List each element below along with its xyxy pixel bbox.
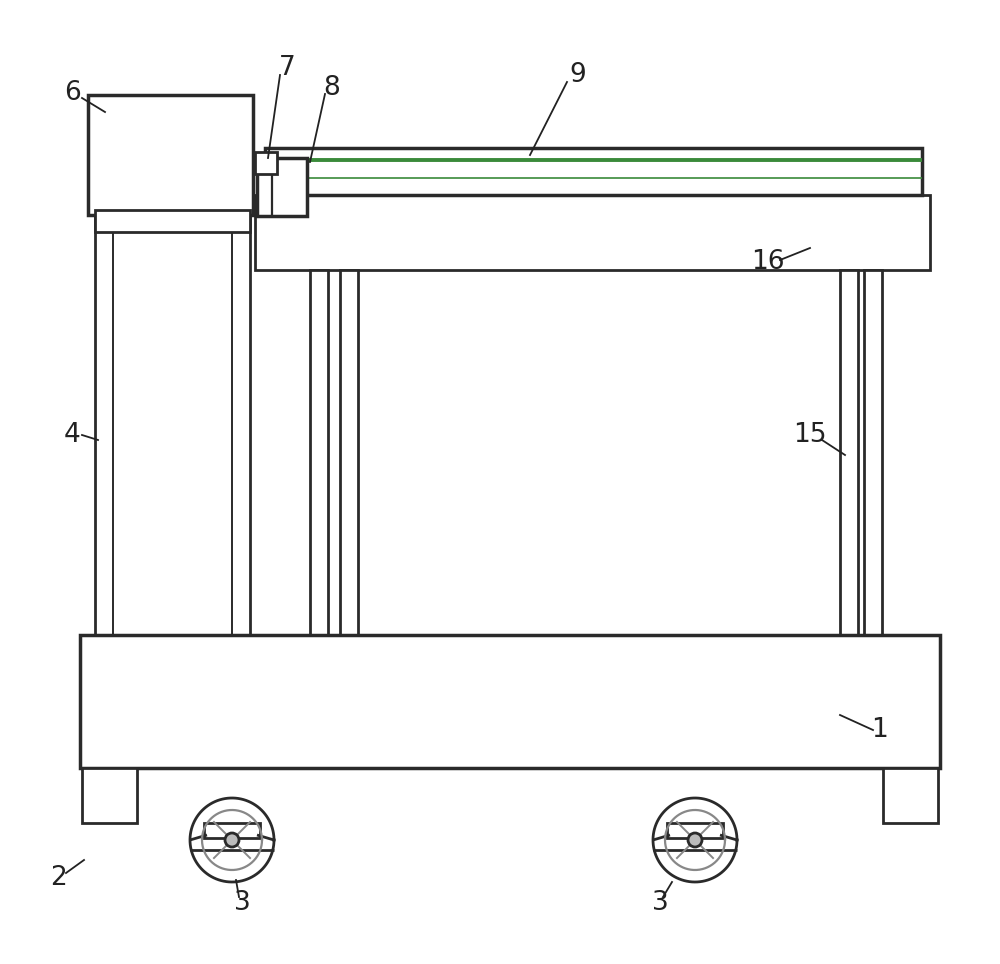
Bar — [667, 823, 723, 838]
Text: 16: 16 — [751, 249, 785, 275]
Bar — [310, 270, 328, 635]
Bar — [88, 95, 253, 215]
Bar — [257, 158, 307, 216]
Bar — [95, 210, 250, 232]
Bar — [82, 768, 137, 823]
Bar — [80, 635, 940, 768]
Text: 6: 6 — [64, 80, 80, 106]
Text: 15: 15 — [793, 422, 827, 448]
Bar — [840, 270, 858, 635]
Bar — [255, 152, 277, 174]
Text: 2: 2 — [50, 865, 66, 891]
Text: 4: 4 — [64, 422, 80, 448]
Text: 3: 3 — [652, 890, 668, 916]
Circle shape — [688, 833, 702, 847]
Bar — [883, 768, 938, 823]
Text: 3: 3 — [234, 890, 250, 916]
Bar — [340, 270, 358, 635]
Text: 9: 9 — [570, 62, 586, 88]
Bar — [95, 100, 250, 645]
Bar — [265, 148, 922, 195]
Text: 7: 7 — [279, 55, 295, 81]
Text: 8: 8 — [324, 75, 340, 101]
Bar — [204, 823, 260, 838]
Bar — [864, 270, 882, 635]
Bar — [255, 195, 930, 270]
Circle shape — [225, 833, 239, 847]
Text: 1: 1 — [872, 717, 888, 743]
